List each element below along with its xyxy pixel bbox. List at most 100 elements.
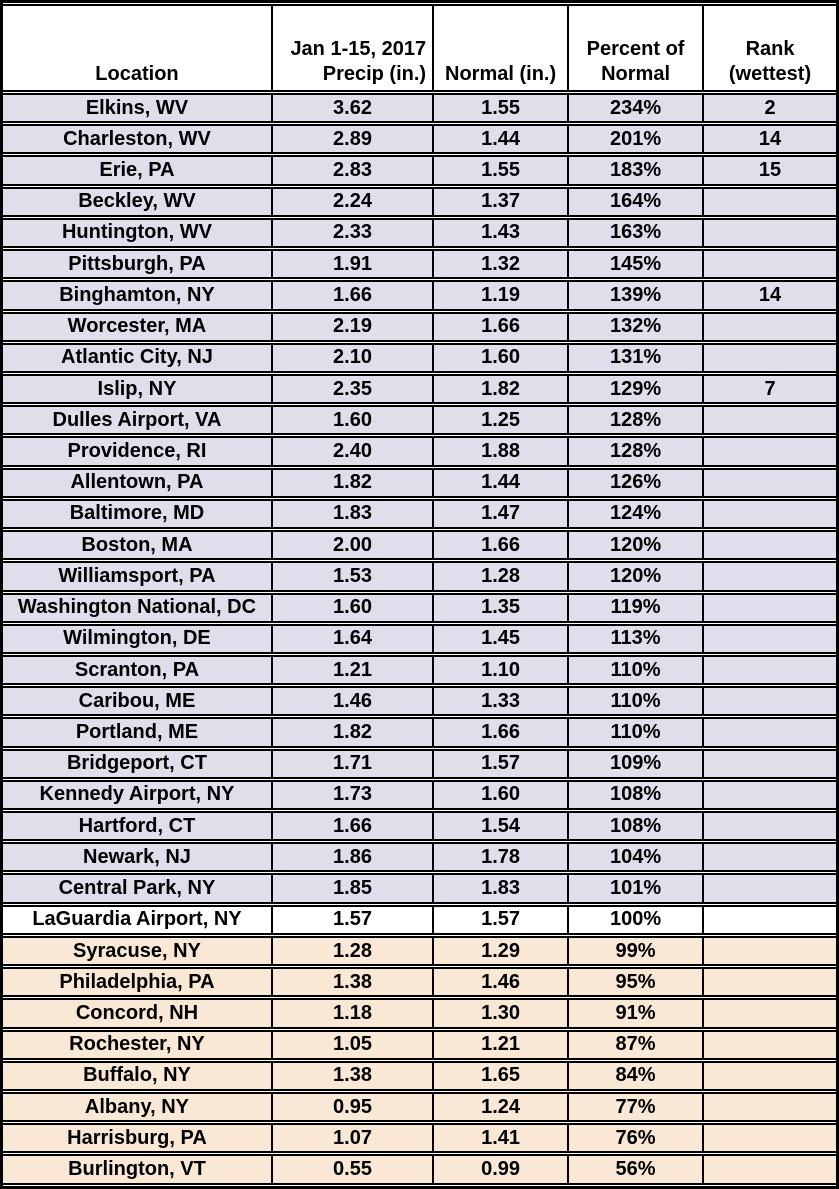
cell-precip: 2.24 xyxy=(272,186,435,217)
cell-rank xyxy=(704,842,836,873)
cell-location: Buffalo, NY xyxy=(3,1060,273,1091)
cell-location: Portland, ME xyxy=(3,717,273,748)
table-row: Providence, RI 2.40 1.88 128% xyxy=(3,436,836,467)
cell-normal: 1.45 xyxy=(434,623,570,654)
cell-precip: 1.71 xyxy=(272,748,435,779)
cell-location: Boston, MA xyxy=(3,530,273,561)
cell-normal: 1.32 xyxy=(434,249,570,280)
cell-rank xyxy=(704,249,836,280)
cell-precip: 2.89 xyxy=(272,124,435,155)
cell-location: Scranton, PA xyxy=(3,654,273,686)
table-row: Williamsport, PA 1.53 1.28 120% xyxy=(3,561,836,592)
cell-normal: 0.99 xyxy=(434,1154,570,1185)
cell-percent: 110% xyxy=(569,654,705,686)
cell-precip: 1.38 xyxy=(272,1060,435,1091)
cell-rank xyxy=(704,623,836,654)
cell-rank xyxy=(704,186,836,217)
table-row: Buffalo, NY 1.38 1.65 84% xyxy=(3,1060,836,1091)
cell-normal: 1.66 xyxy=(434,311,570,342)
cell-rank xyxy=(704,342,836,373)
cell-percent: 120% xyxy=(569,561,705,592)
cell-rank xyxy=(704,592,836,623)
cell-normal: 1.54 xyxy=(434,811,570,842)
cell-location: Islip, NY xyxy=(3,373,273,405)
cell-normal: 1.47 xyxy=(434,498,570,530)
cell-percent: 164% xyxy=(569,186,705,217)
cell-percent: 110% xyxy=(569,717,705,748)
cell-normal: 1.57 xyxy=(434,748,570,779)
cell-percent: 145% xyxy=(569,249,705,280)
table-row: Worcester, MA 2.19 1.66 132% xyxy=(3,311,836,342)
cell-percent: 104% xyxy=(569,842,705,873)
cell-precip: 1.66 xyxy=(272,811,435,842)
table-row: LaGuardia Airport, NY 1.57 1.57 100% xyxy=(3,904,836,935)
cell-precip: 1.86 xyxy=(272,842,435,873)
cell-rank xyxy=(704,967,836,998)
cell-normal: 1.10 xyxy=(434,654,570,686)
cell-percent: 109% xyxy=(569,748,705,779)
table-row: Concord, NH 1.18 1.30 91% xyxy=(3,998,836,1029)
cell-percent: 99% xyxy=(569,935,705,967)
cell-location: LaGuardia Airport, NY xyxy=(3,904,273,935)
cell-percent: 77% xyxy=(569,1092,705,1123)
cell-location: Elkins, WV xyxy=(3,93,273,124)
cell-rank xyxy=(704,217,836,249)
cell-rank xyxy=(704,405,836,436)
cell-normal: 1.37 xyxy=(434,186,570,217)
cell-location: Atlantic City, NJ xyxy=(3,342,273,373)
cell-percent: 113% xyxy=(569,623,705,654)
cell-rank xyxy=(704,686,836,717)
cell-rank xyxy=(704,779,836,811)
cell-location: Worcester, MA xyxy=(3,311,273,342)
cell-percent: 101% xyxy=(569,873,705,904)
cell-rank xyxy=(704,654,836,686)
cell-precip: 1.66 xyxy=(272,280,435,311)
cell-location: Caribou, ME xyxy=(3,686,273,717)
table-row: Burlington, VT 0.55 0.99 56% xyxy=(3,1154,836,1185)
cell-normal: 1.25 xyxy=(434,405,570,436)
cell-precip: 2.10 xyxy=(272,342,435,373)
table-row: Elkins, WV 3.62 1.55 234% 2 xyxy=(3,93,836,124)
table-row: Charleston, WV 2.89 1.44 201% 14 xyxy=(3,124,836,155)
cell-rank: 2 xyxy=(704,93,836,124)
table-row: Newark, NJ 1.86 1.78 104% xyxy=(3,842,836,873)
table-row: Beckley, WV 2.24 1.37 164% xyxy=(3,186,836,217)
cell-rank xyxy=(704,311,836,342)
cell-normal: 1.46 xyxy=(434,967,570,998)
table-row: Albany, NY 0.95 1.24 77% xyxy=(3,1092,836,1123)
cell-precip: 2.40 xyxy=(272,436,435,467)
table-row: Erie, PA 2.83 1.55 183% 15 xyxy=(3,155,836,186)
header-line: Precip (in.) xyxy=(322,63,427,85)
cell-location: Beckley, WV xyxy=(3,186,273,217)
cell-location: Bridgeport, CT xyxy=(3,748,273,779)
cell-percent: 91% xyxy=(569,998,705,1029)
cell-location: Albany, NY xyxy=(3,1092,273,1123)
cell-location: Philadelphia, PA xyxy=(3,967,273,998)
cell-precip: 1.60 xyxy=(272,592,435,623)
cell-precip: 1.53 xyxy=(272,561,435,592)
cell-precip: 2.83 xyxy=(272,155,435,186)
table-row: Huntington, WV 2.33 1.43 163% xyxy=(3,217,836,249)
cell-normal: 1.33 xyxy=(434,686,570,717)
table-row: Dulles Airport, VA 1.60 1.25 128% xyxy=(3,405,836,436)
cell-location: Washington National, DC xyxy=(3,592,273,623)
col-header-precip: Jan 1-15, 2017 Precip (in.) xyxy=(272,4,435,92)
cell-normal: 1.43 xyxy=(434,217,570,249)
cell-percent: 100% xyxy=(569,904,705,935)
table-row: Portland, ME 1.82 1.66 110% xyxy=(3,717,836,748)
cell-normal: 1.35 xyxy=(434,592,570,623)
cell-normal: 1.21 xyxy=(434,1029,570,1060)
cell-percent: 56% xyxy=(569,1154,705,1185)
cell-location: Huntington, WV xyxy=(3,217,273,249)
cell-normal: 1.65 xyxy=(434,1060,570,1091)
cell-precip: 1.85 xyxy=(272,873,435,904)
cell-location: Rochester, NY xyxy=(3,1029,273,1060)
cell-normal: 1.28 xyxy=(434,561,570,592)
cell-percent: 183% xyxy=(569,155,705,186)
cell-rank xyxy=(704,1092,836,1123)
cell-percent: 108% xyxy=(569,811,705,842)
cell-rank xyxy=(704,530,836,561)
cell-precip: 1.57 xyxy=(272,904,435,935)
cell-precip: 1.28 xyxy=(272,935,435,967)
